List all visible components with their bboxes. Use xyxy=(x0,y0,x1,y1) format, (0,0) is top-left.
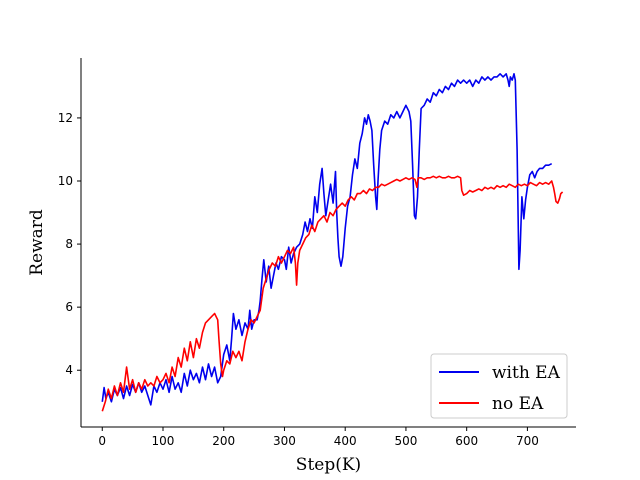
x-tick-label: 700 xyxy=(516,434,539,448)
x-tick-label: 100 xyxy=(152,434,175,448)
x-tick-label: 300 xyxy=(273,434,296,448)
axes: 0 100 200 300 400 500 600 700 4 6 8 10 12 xyxy=(58,58,576,448)
x-tick-label: 200 xyxy=(212,434,235,448)
x-axis-title: Step(K) xyxy=(296,455,361,475)
legend: with EA no EA xyxy=(430,353,568,419)
y-axis-ticks: 4 6 8 10 12 xyxy=(58,111,81,377)
x-axis-ticks: 0 100 200 300 400 500 600 700 xyxy=(98,427,539,448)
y-tick-label: 10 xyxy=(58,174,73,188)
x-tick-label: 0 xyxy=(98,434,106,448)
y-tick-label: 8 xyxy=(65,237,73,251)
series-line-no-ea xyxy=(101,175,564,412)
y-tick-label: 6 xyxy=(65,300,73,314)
series-lines xyxy=(101,73,564,412)
legend-label-with-ea: with EA xyxy=(492,363,561,383)
y-tick-label: 12 xyxy=(58,111,73,125)
x-tick-label: 500 xyxy=(394,434,417,448)
legend-label-no-ea: no EA xyxy=(492,394,544,414)
x-tick-label: 400 xyxy=(334,434,357,448)
x-tick-label: 600 xyxy=(455,434,478,448)
series-line-with-ea xyxy=(101,73,553,406)
y-tick-label: 4 xyxy=(65,363,73,377)
y-axis-title: Reward xyxy=(27,209,47,276)
